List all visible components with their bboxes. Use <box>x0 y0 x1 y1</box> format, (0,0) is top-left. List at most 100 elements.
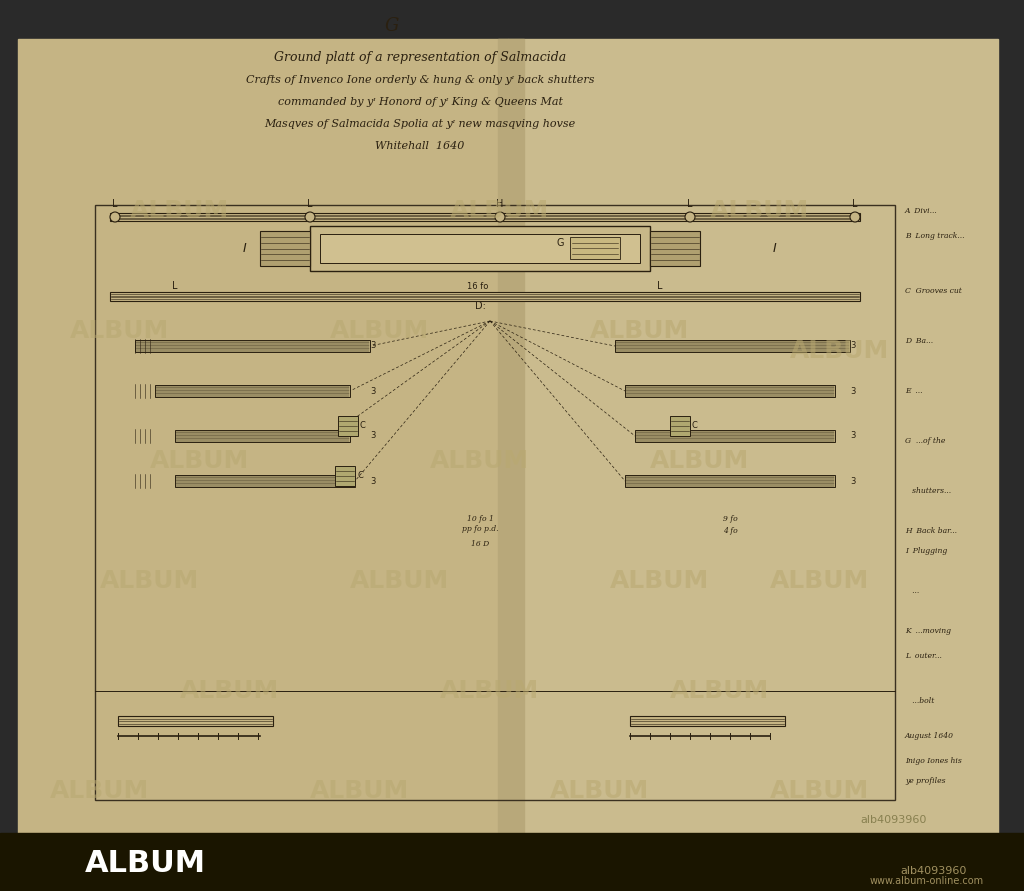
Text: A  Divi...: A Divi... <box>905 207 938 215</box>
Text: B  Long track...: B Long track... <box>905 232 965 240</box>
Text: ALBUM: ALBUM <box>610 569 710 593</box>
Text: L: L <box>172 281 178 291</box>
Text: 3: 3 <box>370 341 376 350</box>
Text: ALBUM: ALBUM <box>331 319 430 343</box>
Bar <box>18 39 508 869</box>
Text: alb4093960: alb4093960 <box>860 815 927 825</box>
Text: ALBUM: ALBUM <box>430 449 529 473</box>
Text: 9 fo: 9 fo <box>723 515 737 523</box>
Text: 3: 3 <box>370 387 376 396</box>
Text: ALBUM: ALBUM <box>130 199 229 223</box>
Text: ALBUM: ALBUM <box>671 679 770 703</box>
Text: Masqves of Salmacida Spolia at yᶦ new masqving hovse: Masqves of Salmacida Spolia at yᶦ new ma… <box>264 119 575 129</box>
Text: 3: 3 <box>370 477 376 486</box>
Text: 4 fo: 4 fo <box>723 527 737 535</box>
Text: C: C <box>692 421 698 430</box>
Circle shape <box>685 212 695 222</box>
Text: August 1640: August 1640 <box>905 732 954 740</box>
Bar <box>95 205 895 800</box>
Text: 10 fo 1: 10 fo 1 <box>467 515 494 523</box>
Bar <box>635 430 835 442</box>
Text: Ground platt of a representation of Salmacida: Ground platt of a representation of Salm… <box>273 51 566 64</box>
Text: C: C <box>357 471 362 480</box>
Text: shutters...: shutters... <box>905 487 951 495</box>
Text: Crafts of Invenco Ione orderly & hung & only yᶦ back shutters: Crafts of Invenco Ione orderly & hung & … <box>246 75 594 85</box>
Bar <box>0 833 1024 891</box>
Bar <box>615 340 850 352</box>
Text: alb4093960: alb4093960 <box>900 866 967 876</box>
Text: H: H <box>497 199 504 209</box>
Text: L: L <box>657 281 663 291</box>
Text: G: G <box>385 17 399 35</box>
Text: ALBUM: ALBUM <box>550 779 649 803</box>
Text: ALBUM: ALBUM <box>591 319 689 343</box>
Bar <box>110 292 860 301</box>
Text: L: L <box>307 199 312 209</box>
Bar <box>155 385 350 397</box>
Bar <box>630 716 785 726</box>
Circle shape <box>110 212 120 222</box>
Text: I  Plugging: I Plugging <box>905 547 947 555</box>
Text: E  ...: E ... <box>905 387 923 395</box>
Text: ...bolt: ...bolt <box>905 697 934 705</box>
Text: ALBUM: ALBUM <box>451 199 550 223</box>
Text: C: C <box>360 421 366 430</box>
Text: ALBUM: ALBUM <box>151 449 250 473</box>
Text: 3: 3 <box>850 477 855 486</box>
Text: ALBUM: ALBUM <box>180 679 280 703</box>
Text: 3: 3 <box>850 387 855 396</box>
Bar <box>498 861 526 873</box>
Bar <box>260 231 310 266</box>
Bar <box>135 340 370 352</box>
Text: 16 D: 16 D <box>471 540 489 548</box>
Text: ALBUM: ALBUM <box>770 569 869 593</box>
Text: L: L <box>113 199 118 209</box>
Text: G  ...of the: G ...of the <box>905 437 945 445</box>
Text: ALBUM: ALBUM <box>650 449 750 473</box>
Text: ALBUM: ALBUM <box>711 199 810 223</box>
Text: K  ...moving: K ...moving <box>905 627 951 635</box>
Bar <box>175 430 350 442</box>
Bar <box>310 226 650 271</box>
Text: ALBUM: ALBUM <box>770 779 869 803</box>
Text: I: I <box>773 242 777 255</box>
Text: D  Ba...: D Ba... <box>905 337 933 345</box>
Bar <box>570 237 620 259</box>
Text: ALBUM: ALBUM <box>71 319 170 343</box>
Bar <box>319 234 640 263</box>
Text: ALBUM: ALBUM <box>310 779 410 803</box>
Text: ALBUM: ALBUM <box>50 779 150 803</box>
Text: G: G <box>556 238 564 248</box>
Text: 16 fo: 16 fo <box>467 282 488 291</box>
Bar <box>110 213 860 221</box>
Text: L: L <box>852 199 858 209</box>
Text: commanded by yᶦ Honord of yᶦ King & Queens Mat: commanded by yᶦ Honord of yᶦ King & Quee… <box>278 97 562 107</box>
Bar <box>285 860 345 878</box>
Text: ALBUM: ALBUM <box>350 569 450 593</box>
Text: www.album-online.com: www.album-online.com <box>870 876 984 886</box>
Bar <box>498 39 524 869</box>
Text: C  Grooves cut: C Grooves cut <box>905 287 962 295</box>
Text: Whitehall  1640: Whitehall 1640 <box>376 141 465 151</box>
Bar <box>175 475 355 487</box>
Bar <box>118 716 273 726</box>
Text: Inigo Iones his: Inigo Iones his <box>905 757 962 765</box>
Text: pp fo p.d.: pp fo p.d. <box>462 525 499 533</box>
Bar <box>625 385 835 397</box>
Text: 3: 3 <box>850 341 855 350</box>
Bar <box>508 39 998 869</box>
Bar <box>338 416 358 436</box>
Text: ALBUM: ALBUM <box>440 679 540 703</box>
Text: L  outer...: L outer... <box>905 652 942 660</box>
Text: D:: D: <box>474 301 485 311</box>
Bar <box>335 466 355 486</box>
Text: 3: 3 <box>370 431 376 440</box>
Text: ...: ... <box>905 587 920 595</box>
Bar <box>650 231 700 266</box>
Bar <box>670 416 690 436</box>
Circle shape <box>305 212 315 222</box>
Text: L: L <box>687 199 693 209</box>
Circle shape <box>850 212 860 222</box>
Text: H  Back bar...: H Back bar... <box>905 527 957 535</box>
Text: ALBUM: ALBUM <box>791 339 890 363</box>
